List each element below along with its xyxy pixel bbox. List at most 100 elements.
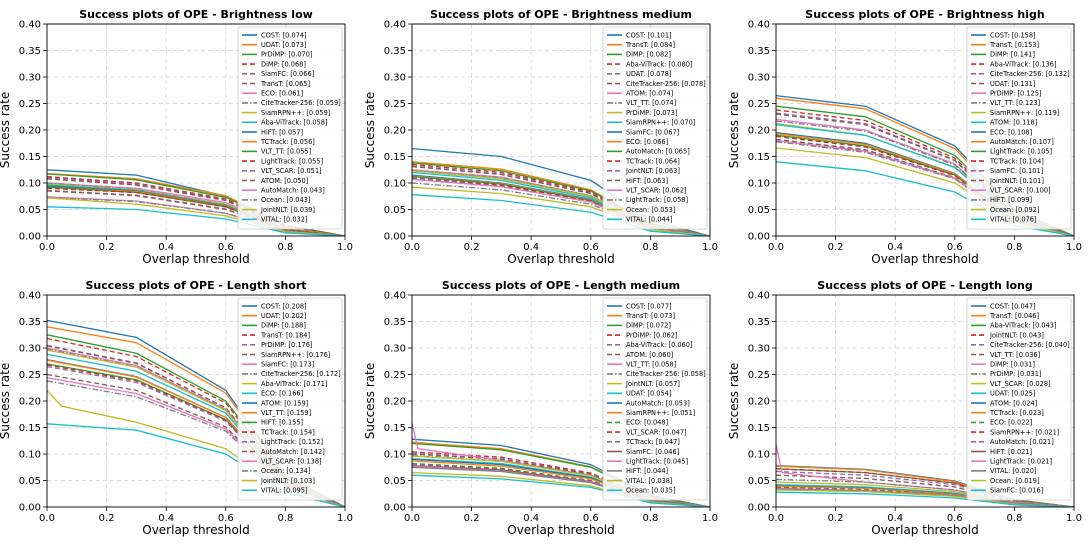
legend-label: ECO: [0.066] [626,138,668,146]
legend-label: JointNLT: [0.063] [625,167,680,175]
y-axis-label: Success rate [727,92,741,169]
y-tick-label: 0.00 [19,232,41,243]
series-line [47,190,345,236]
legend-label: SiamRPN++: [0.119] [990,109,1059,117]
legend-label: JointNLT: [0.057] [625,380,680,388]
legend-label: COST: [0.077] [626,302,672,310]
plot-frame [46,294,346,508]
series-line [412,466,710,507]
x-tick-label: 0.8 [1006,242,1022,253]
y-tick-label: 0.35 [19,317,41,328]
subplot-2: Success plots of OPE - Brightness medium… [363,8,718,266]
legend-label: Ocean: [0.035] [626,487,675,495]
y-tick-label: 0.00 [384,232,406,243]
y-tick-label: 0.25 [748,370,770,381]
chart-title: Success plots of OPE - Brightness high [805,8,1044,21]
x-tick-label: 1.0 [337,513,353,524]
legend-label: COST: [0.047] [990,302,1036,310]
legend-label: UDAT: [0.078] [626,70,671,78]
subplot-4: Success plots of OPE - Length short0.000… [0,279,353,537]
series-line [412,194,710,236]
x-tick-label: 1.0 [702,513,718,524]
legend-label: Aba-ViTrack: [0.171] [261,380,328,388]
x-tick-label: 0.0 [39,242,55,253]
legend-label: COST: [0.074] [261,31,307,39]
legend-label: TransT: [0.153] [989,41,1039,49]
y-tick-label: 0.25 [19,99,41,110]
legend-label: TCTrack: [0.064] [625,157,680,165]
y-tick-label: 0.20 [384,126,406,137]
x-tick-label: 1.0 [1066,513,1082,524]
legend-label: JointNLT: [0.039] [260,206,315,214]
legend-label: VLT_SCAR: [0.028] [990,380,1051,388]
legend-label: VITAL: [0.044] [626,216,673,224]
legend-box [237,26,343,230]
y-tick-label: 0.15 [384,152,406,163]
legend-label: DiMP: [0.141] [990,51,1035,59]
legend-label: TransT: [0.184] [260,331,310,339]
legend-label: LightTrack: [0.058] [626,196,688,204]
y-tick-label: 0.40 [384,291,406,302]
x-tick-label: 0.6 [947,242,963,253]
series-line [776,491,1074,507]
legend-label: SiamFC: [0.066] [261,70,314,78]
legend-label: ECO: [0.061] [261,90,303,98]
legend-label: TransT: [0.084] [625,41,675,49]
legend-label: UDAT: [0.131] [990,80,1035,88]
x-tick-label: 0.4 [523,513,539,524]
y-tick-label: 0.35 [384,46,406,57]
legend-label: AutoMatch: [0.065] [626,148,690,156]
series-line [412,163,710,236]
legend-label: TCTrack: [0.154] [260,428,315,436]
legend: COST: [0.158] TransT: [0.153] DiMP: [0.141… [966,26,1072,230]
legend-label: SiamRPN++: [0.070] [626,119,695,127]
y-tick-label: 0.05 [19,476,41,487]
y-tick-label: 0.10 [19,450,41,461]
legend-label: AutoMatch: [0.021] [990,438,1054,446]
y-tick-label: 0.40 [384,20,406,31]
y-tick-label: 0.00 [748,503,770,514]
y-tick-label: 0.05 [19,205,41,216]
x-tick-label: 0.4 [523,242,539,253]
y-tick-label: 0.40 [748,291,770,302]
y-tick-label: 0.30 [19,344,41,355]
legend-label: DiMP: [0.068] [261,60,306,68]
y-tick-label: 0.35 [384,317,406,328]
y-tick-label: 0.15 [19,423,41,434]
series-line [47,206,345,236]
y-axis-label: Success rate [363,363,377,440]
series-line [47,337,345,507]
legend-label: HiFT: [0.063] [626,177,668,185]
x-tick-label: 0.4 [887,513,903,524]
y-tick-label: 0.15 [19,152,41,163]
legend-label: ATOM: [0.074] [626,90,673,98]
y-tick-label: 0.35 [748,46,770,57]
series-line [412,474,710,507]
legend-label: Aba-ViTrack: [0.136] [990,60,1057,68]
y-tick-label: 0.20 [748,126,770,137]
legend-label: VLT_SCAR: [0.138] [261,458,322,466]
legend-label: TransT: [0.065] [260,80,310,88]
legend-box [602,26,708,230]
legend-label: AutoMatch: [0.107] [990,138,1054,146]
legend-label: TCTrack: [0.023] [989,409,1044,417]
y-axis-label: Success rate [363,92,377,169]
legend-label: ATOM: [0.050] [261,177,308,185]
legend-label: VITAL: [0.032] [261,216,308,224]
legend-label: VITAL: [0.095] [261,487,308,495]
legend-label: LightTrack: [0.105] [990,148,1052,156]
legend-label: Ocean: [0.019] [990,477,1039,485]
x-tick-label: 0.8 [642,513,658,524]
x-tick-label: 0.0 [404,242,420,253]
x-tick-label: 0.8 [642,242,658,253]
subplot-3: Success plots of OPE - Brightness high 0.… [727,8,1082,266]
series-line [776,478,1074,507]
chart-title: Success plots of OPE - Length medium [442,279,680,292]
y-tick-label: 0.05 [384,205,406,216]
legend-label: UDAT: [0.025] [990,390,1035,398]
x-tick-label: 0.0 [404,513,420,524]
y-tick-label: 0.25 [19,370,41,381]
legend-box [966,26,1072,230]
legend-label: AutoMatch: [0.142] [261,448,325,456]
